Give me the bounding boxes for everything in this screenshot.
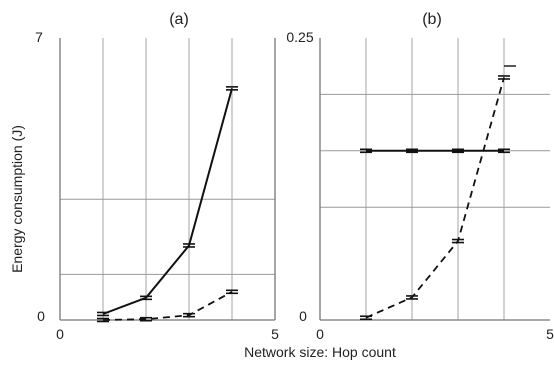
panel-b-x-max-label: 5	[546, 326, 554, 342]
panel-b-title: (b)	[422, 11, 442, 28]
panel-a-y-min-label: 0	[37, 308, 45, 324]
y-axis-label: Energy consumption (J)	[9, 125, 25, 273]
panel-b-grid	[320, 38, 550, 320]
panel-a-series-1-line	[102, 88, 233, 315]
x-axis-label: Network size: Hop count	[244, 344, 396, 360]
panel-b-y-min-label: 0	[299, 308, 307, 324]
panel-a-grid	[60, 38, 275, 320]
panel-b: (b) 0.25 0 0 5	[286, 11, 554, 342]
panel-a-title: (a)	[169, 11, 189, 28]
panel-a-series-2-line	[102, 291, 233, 321]
panel-b-axes	[319, 38, 550, 321]
panel-b-series-2-line	[365, 77, 505, 319]
panel-a-series	[97, 86, 238, 323]
panel-a-x-max-label: 5	[271, 326, 279, 342]
panel-b-series	[360, 65, 516, 321]
panel-a: (a) 7 0 0 5	[35, 11, 279, 342]
panel-a-x-min-label: 0	[56, 326, 64, 342]
panel-a-axes	[59, 38, 276, 321]
panel-b-x-min-label: 0	[316, 326, 324, 342]
panel-b-y-max-label: 0.25	[286, 29, 313, 45]
panel-a-y-max-label: 7	[35, 29, 43, 45]
